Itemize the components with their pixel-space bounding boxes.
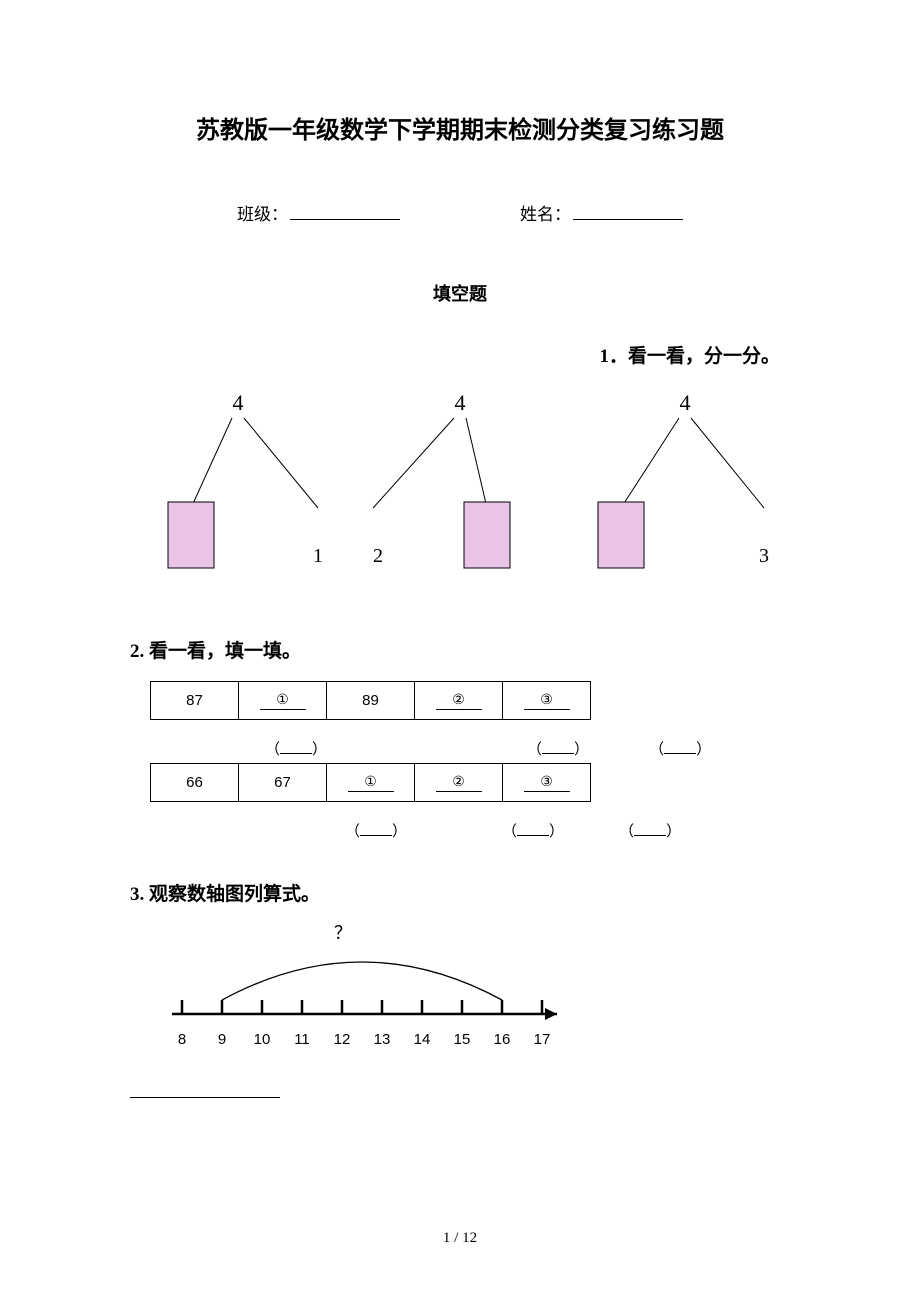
seq-cell: 89 bbox=[327, 682, 415, 720]
svg-text:4: 4 bbox=[680, 390, 691, 415]
number-bonds-row: 414243 bbox=[130, 388, 790, 598]
q2-text: 2. 看一看，填一填。 bbox=[130, 636, 790, 663]
paren-row-1: （） （） （） bbox=[150, 738, 790, 759]
svg-text:12: 12 bbox=[334, 1031, 351, 1048]
circled-blank[interactable]: ② bbox=[436, 773, 482, 792]
page-title: 苏教版一年级数学下学期期末检测分类复习练习题 bbox=[130, 110, 790, 145]
svg-text:9: 9 bbox=[218, 1031, 226, 1048]
paren-blank-group[interactable]: （） bbox=[502, 820, 564, 841]
seq-cell: ② bbox=[415, 764, 503, 802]
svg-text:14: 14 bbox=[414, 1031, 431, 1048]
svg-text:4: 4 bbox=[233, 390, 244, 415]
student-info-row: 班级： 姓名： bbox=[130, 200, 790, 225]
circled-blank[interactable]: ② bbox=[436, 691, 482, 710]
numberline-wrap: 8 9 10 11 12 13 14 15 16 17 ？ bbox=[130, 924, 790, 1064]
circled-blank[interactable]: ③ bbox=[524, 773, 570, 792]
paren-row-2: （） （） （） bbox=[150, 820, 790, 841]
paren-blank[interactable] bbox=[360, 823, 392, 837]
q3-text: 3. 观察数轴图列算式。 bbox=[130, 879, 790, 906]
paren-blank[interactable] bbox=[634, 823, 666, 837]
numberline-svg: 8 9 10 11 12 13 14 15 16 17 ？ bbox=[162, 924, 582, 1064]
svg-text:1: 1 bbox=[313, 545, 323, 567]
paren-blank-group[interactable]: （） bbox=[265, 738, 327, 759]
circled-blank[interactable]: ③ bbox=[524, 691, 570, 710]
seq-cell: 66 bbox=[151, 764, 239, 802]
seq-cell: ① bbox=[327, 764, 415, 802]
svg-text:13: 13 bbox=[374, 1031, 391, 1048]
svg-text:8: 8 bbox=[178, 1031, 186, 1048]
name-blank[interactable] bbox=[573, 203, 683, 220]
paren-blank-group[interactable]: （） bbox=[345, 820, 407, 841]
circled-blank[interactable]: ① bbox=[260, 691, 306, 710]
class-blank[interactable] bbox=[290, 203, 400, 220]
seq-cell: 67 bbox=[239, 764, 327, 802]
paren-blank-group[interactable]: （） bbox=[619, 820, 681, 841]
svg-text:2: 2 bbox=[373, 545, 383, 567]
circled-blank[interactable]: ① bbox=[348, 773, 394, 792]
svg-text:16: 16 bbox=[494, 1031, 511, 1048]
class-label: 班级： bbox=[237, 200, 288, 225]
svg-text:11: 11 bbox=[294, 1031, 310, 1048]
svg-text:3: 3 bbox=[759, 545, 769, 567]
q1-text: 1．看一看，分一分。 bbox=[130, 341, 790, 368]
q2-tables: 87 ① 89 ② ③ （） （） （） 6667 ① ② ③ （） （） （） bbox=[130, 681, 790, 841]
section-heading: 填空题 bbox=[130, 280, 790, 306]
paren-blank[interactable] bbox=[517, 823, 549, 837]
paren-blank[interactable] bbox=[542, 741, 574, 755]
class-field[interactable]: 班级： bbox=[237, 200, 400, 225]
sequence-table-1: 87 ① 89 ② ③ bbox=[150, 681, 591, 720]
name-field[interactable]: 姓名： bbox=[520, 200, 683, 225]
sequence-table-2: 6667 ① ② ③ bbox=[150, 763, 591, 802]
number-bond-1: 42 bbox=[355, 388, 565, 598]
name-label: 姓名： bbox=[520, 200, 571, 225]
paren-blank[interactable] bbox=[280, 741, 312, 755]
svg-text:15: 15 bbox=[454, 1031, 471, 1048]
paren-blank[interactable] bbox=[664, 741, 696, 755]
q3-answer-blank[interactable] bbox=[130, 1082, 280, 1098]
page-number: 1 / 12 bbox=[0, 1230, 920, 1247]
number-bond-0: 41 bbox=[138, 388, 348, 598]
seq-cell: ② bbox=[415, 682, 503, 720]
seq-cell: 87 bbox=[151, 682, 239, 720]
svg-text:17: 17 bbox=[534, 1031, 551, 1048]
paren-blank-group[interactable]: （） bbox=[649, 738, 711, 759]
svg-text:？: ？ bbox=[334, 924, 352, 943]
svg-text:10: 10 bbox=[254, 1031, 271, 1048]
svg-text:4: 4 bbox=[455, 390, 466, 415]
seq-cell: ③ bbox=[503, 682, 591, 720]
number-bond-2: 43 bbox=[572, 388, 782, 598]
seq-cell: ① bbox=[239, 682, 327, 720]
seq-cell: ③ bbox=[503, 764, 591, 802]
paren-blank-group[interactable]: （） bbox=[527, 738, 589, 759]
